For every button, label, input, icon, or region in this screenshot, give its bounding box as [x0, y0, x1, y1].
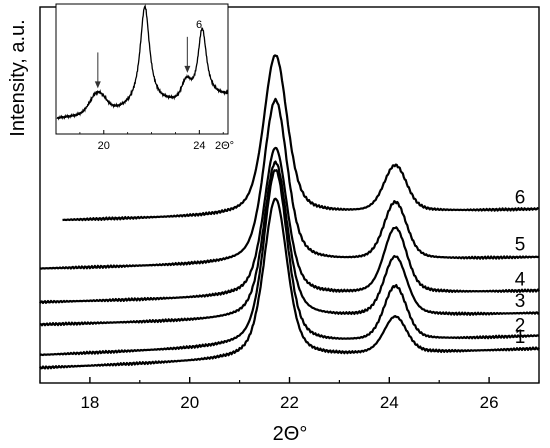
x-tick-label: 22	[280, 393, 299, 412]
inset-arrow-head	[94, 81, 101, 89]
inset-x-tick-label: 24	[193, 140, 205, 152]
inset-curve-6	[56, 4, 229, 121]
main-curves	[39, 54, 540, 370]
inset-x-tick-label: 20	[98, 140, 110, 152]
curve-1	[39, 197, 540, 370]
y-axis-label: Intensity, a.u.	[7, 19, 29, 136]
curve-label-4: 4	[515, 270, 526, 291]
x-tick-label: 26	[480, 393, 499, 412]
x-tick-label: 18	[80, 393, 99, 412]
inset-plot: 20 24 6 2Θ°	[55, 3, 234, 152]
curve-label-2: 2	[515, 316, 526, 337]
curve-5	[39, 97, 540, 270]
curve-label-1: 1	[515, 327, 526, 348]
curve-4	[39, 146, 540, 305]
inset-frame	[55, 3, 229, 135]
x-tick-label: 20	[180, 393, 199, 412]
curve-2	[39, 169, 540, 357]
curve-label-5: 5	[515, 234, 526, 255]
inset-x-ticks: 20 24	[79, 130, 224, 152]
inset-series-label: 6	[196, 19, 202, 31]
inset-arrows	[94, 36, 191, 89]
curve-3	[39, 160, 540, 327]
inset-x-axis-label: 2Θ°	[215, 140, 234, 152]
inset-curve	[56, 4, 229, 121]
curve-label-6: 6	[515, 188, 526, 209]
curve-6	[62, 54, 540, 222]
x-tick-label: 24	[380, 393, 399, 412]
main-x-ticks: 18 20 22 24 26	[39, 377, 540, 412]
x-axis-label: 2Θ°	[273, 423, 308, 445]
curve-label-3: 3	[515, 291, 526, 312]
inset-arrow-head	[184, 65, 191, 73]
